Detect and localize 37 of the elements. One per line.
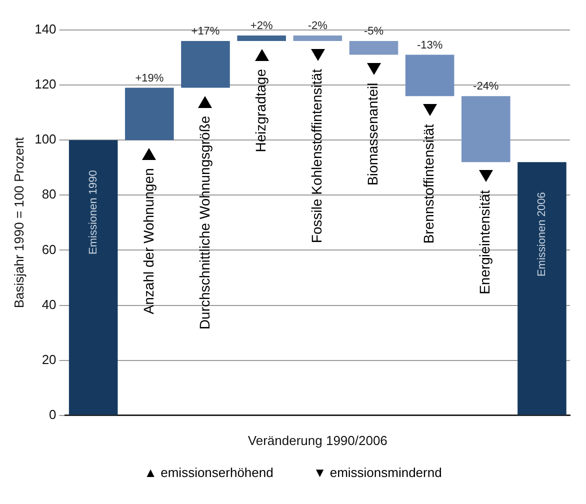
text: ▼ emissionsmindernd (313, 465, 442, 480)
y-tick-label: 140 (34, 22, 56, 37)
y-tick-label: 20 (42, 352, 56, 367)
annotation: -24% (473, 80, 499, 93)
y-tick-label: 40 (42, 296, 56, 312)
x-tick-label: Emissionen 1990 (87, 170, 100, 255)
x-tick-label: Heizgradtage (252, 68, 268, 152)
bar (293, 36, 342, 42)
y-tick-label: 120 (34, 76, 56, 92)
bar (68, 140, 118, 415)
annotation: +17% (191, 26, 220, 38)
x-tick-label: Emissionen 2006 (536, 192, 548, 277)
y-tick-label: 80 (42, 186, 56, 202)
annotation: +2% (250, 20, 273, 32)
annotation: -5% (364, 26, 384, 38)
x-axis-title: Veränderung 1990/2006 (248, 432, 388, 448)
x-tick-label: Fossile Kohlenstoffintensität (308, 68, 325, 244)
x-tick-label: Durchschnittliche Wohnungsgröße (196, 116, 212, 330)
y-axis-title: Basisjahr 1990 = 100 Prozent (11, 136, 26, 308)
bar (405, 54, 454, 96)
y-tick-label: 60 (42, 242, 56, 257)
x-tick-label: Anzahl der Wohnungen (140, 168, 156, 314)
annotation: -2% (308, 20, 328, 32)
bar (237, 36, 286, 42)
text: ▲ emissionserhöhend (144, 465, 274, 480)
bar (518, 162, 566, 415)
y-tick-label: 0 (49, 406, 56, 422)
bar (461, 96, 510, 162)
x-tick-label: Biomassenanteil (364, 82, 381, 186)
bar (181, 41, 230, 88)
annotation: -13% (416, 39, 443, 52)
annotation: +19% (135, 72, 164, 84)
x-tick-label: Brennstoffintensität (420, 124, 437, 244)
y-tick-label: 100 (34, 132, 56, 147)
bar (125, 88, 174, 140)
bar (349, 41, 398, 55)
x-tick-label: Energieintensität (476, 190, 493, 294)
